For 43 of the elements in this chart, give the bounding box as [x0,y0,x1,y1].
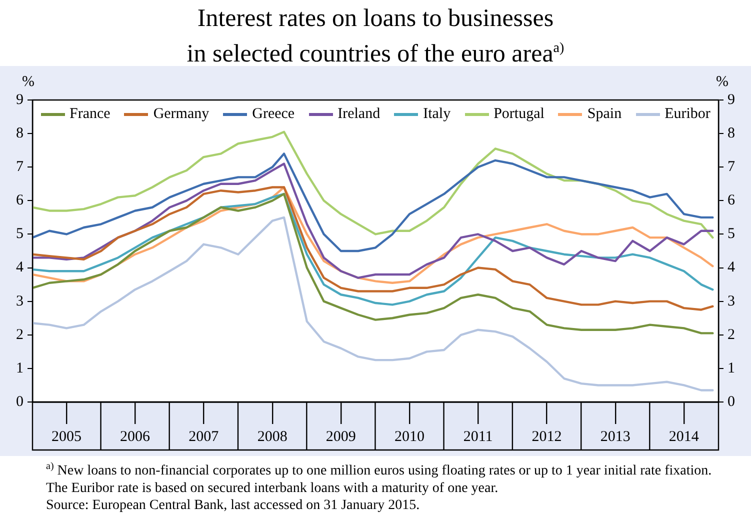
y2-tick-label: 0 [728,394,735,410]
y-tick-label: 3 [16,293,24,310]
x-tick-label: 2011 [463,428,493,445]
y-tick-label: 6 [16,192,24,209]
y-tick-label: 4 [16,260,24,276]
legend-label: Germany [153,106,210,123]
y2-tick-label: 1 [728,360,735,376]
y-tick-label: 5 [16,226,24,242]
legend-label: Euribor [664,106,710,123]
x-tick-label: 2010 [394,428,424,445]
legend-label: Portugal [494,106,544,123]
y2-axis-title: % [716,74,728,91]
legend-label: France [70,106,110,123]
y2-tick-label: 8 [728,125,735,142]
x-tick-label: 2009 [326,428,356,445]
y-tick-label: 0 [16,394,24,410]
legend-label: Spain [587,106,622,123]
x-tick-label: 2014 [668,428,700,445]
x-tick-label: 2005 [52,428,82,445]
y-tick-label: 7 [16,159,24,176]
x-tick-label: 2006 [120,428,151,445]
y2-tick-label: 4 [728,260,736,276]
x-tick-label: 2008 [257,428,288,445]
legend-label: Greece [252,106,295,123]
text: $^{a)}$ New loans to non-financial corporates up to one million euros using floating rates or up to 1 year initial rate fixation. The Euribor rate is based on secured interbank loans with a maturity of one year. [46,460,713,497]
y2-tick-label: 6 [728,192,736,209]
y-axis-title: % [22,74,34,91]
y-tick-label: 8 [16,125,24,142]
y-tick-label: 1 [16,360,24,376]
y2-tick-label: 2 [728,326,735,343]
y-tick-label: 2 [16,326,24,343]
y-tick-label: 9 [16,92,24,108]
chart-title: Interest rates on loans to businesses in selected countries of the euro area$^{a)}$ [186,4,566,70]
source-note: Source: European Central Bank, last accessed on 31 January 2015. [46,496,421,514]
x-tick-label: 2007 [188,428,220,445]
y2-tick-label: 7 [728,159,736,176]
legend-label: Ireland [338,106,380,123]
y2-tick-label: 3 [728,293,735,310]
y2-tick-label: 9 [728,92,735,108]
x-tick-label: 2013 [600,428,630,445]
x-tick-label: 2012 [532,428,562,445]
legend-label: Italy [423,106,451,123]
y2-tick-label: 5 [728,226,735,242]
